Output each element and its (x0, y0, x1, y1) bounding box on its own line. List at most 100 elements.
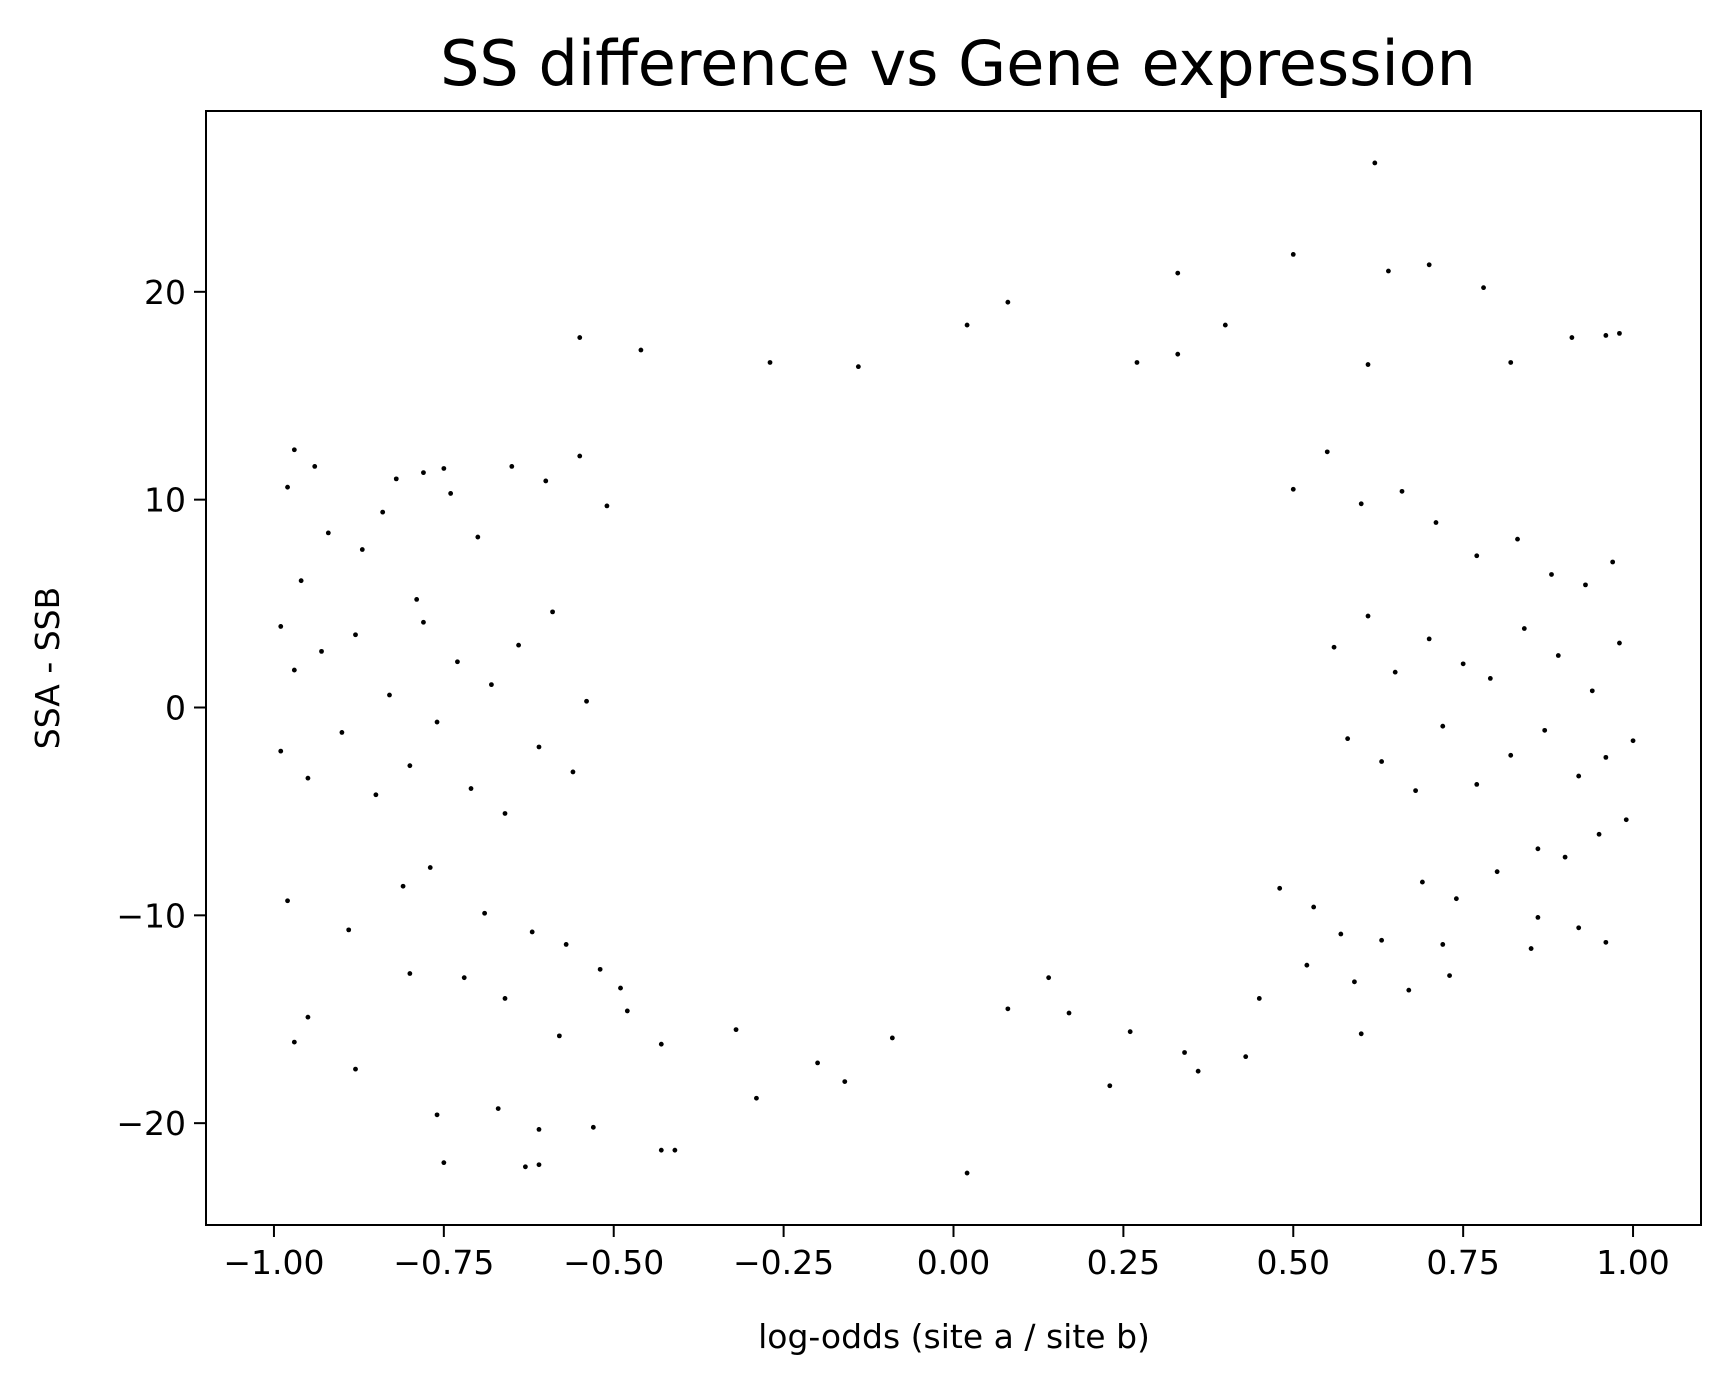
data-point (353, 632, 358, 638)
data-point (624, 1008, 630, 1014)
data-point (509, 464, 515, 469)
data-point (543, 478, 549, 484)
data-point (1426, 262, 1432, 268)
data-point (1134, 360, 1140, 365)
data-point (434, 719, 440, 725)
x-tick-label: 0.50 (1257, 1243, 1330, 1282)
data-point (964, 322, 970, 328)
data-point (1447, 973, 1452, 978)
data-point (319, 648, 324, 654)
data-point (1426, 636, 1432, 642)
data-point (387, 692, 392, 698)
data-point (1005, 299, 1011, 305)
data-point (1379, 759, 1385, 764)
data-point (536, 1127, 542, 1132)
data-point (563, 942, 569, 947)
x-tick-label: −0.50 (563, 1243, 664, 1282)
data-point (1623, 817, 1629, 823)
data-point (1372, 160, 1378, 166)
data-point (1474, 781, 1480, 787)
data-point (1277, 885, 1283, 891)
data-point (1338, 931, 1344, 937)
y-tick-label: 0 (165, 688, 186, 727)
data-point (1195, 1068, 1201, 1074)
data-point (1379, 937, 1385, 943)
data-point (570, 769, 576, 775)
data-point (1358, 1031, 1364, 1037)
data-point (461, 975, 467, 981)
data-point (597, 966, 603, 972)
data-point (380, 509, 386, 515)
data-point (489, 682, 494, 688)
data-point (536, 1162, 542, 1168)
data-point (1324, 449, 1330, 455)
data-point (733, 1027, 739, 1033)
data-point (1508, 752, 1514, 758)
data-point (1175, 270, 1181, 276)
data-point (1583, 582, 1588, 588)
data-point (1460, 661, 1466, 667)
data-point (889, 1035, 895, 1041)
data-point (1481, 285, 1486, 291)
data-point (1549, 572, 1554, 577)
data-point (373, 792, 379, 798)
data-point (1508, 360, 1514, 365)
data-point (475, 534, 481, 540)
data-point (516, 642, 521, 648)
data-point (1610, 559, 1616, 565)
data-point (658, 1147, 664, 1153)
data-point (1311, 904, 1317, 910)
data-point (312, 464, 318, 469)
data-point (584, 698, 589, 704)
data-point (1406, 987, 1412, 993)
data-point (353, 1066, 358, 1072)
data-point (1413, 788, 1418, 794)
data-point (278, 748, 284, 754)
data-point (1352, 979, 1357, 985)
data-point (638, 347, 644, 353)
data-point (1440, 942, 1446, 947)
x-tick-label: 1.00 (1596, 1243, 1669, 1282)
data-point (1243, 1054, 1249, 1060)
data-point (1569, 335, 1575, 340)
y-axis-label: SSA - SSB (28, 587, 67, 750)
data-point (291, 667, 297, 673)
x-tick-label: −0.25 (733, 1243, 834, 1282)
data-point (855, 364, 861, 370)
data-point (536, 744, 542, 750)
data-point (400, 883, 406, 889)
data-point (577, 335, 583, 340)
data-point (522, 1164, 528, 1170)
data-point (495, 1106, 501, 1112)
data-point (1066, 1010, 1072, 1016)
data-point (1256, 996, 1262, 1001)
x-tick-label: −1.00 (223, 1243, 324, 1282)
y-axis: −20 −10 0 10 20 (116, 273, 206, 1143)
data-point (1589, 688, 1595, 694)
data-point (482, 910, 488, 916)
data-point (1290, 252, 1296, 257)
data-point (285, 898, 290, 904)
data-point (964, 1170, 970, 1176)
data-point (1555, 653, 1561, 658)
data-point (427, 865, 433, 870)
data-point (407, 971, 413, 976)
chart-title: SS difference vs Gene expression (440, 27, 1476, 100)
data-point (1562, 854, 1568, 860)
data-point (1107, 1083, 1113, 1089)
data-point (359, 547, 365, 552)
data-point (414, 597, 420, 602)
data-point (1474, 553, 1480, 559)
data-point (556, 1033, 562, 1039)
data-point (298, 578, 304, 584)
data-point (1521, 626, 1527, 631)
x-tick-label: −0.75 (393, 1243, 494, 1282)
data-point (421, 470, 426, 476)
data-point (441, 466, 447, 471)
data-point (421, 619, 426, 625)
data-point (1365, 613, 1371, 619)
data-point (407, 763, 413, 769)
data-point (325, 530, 331, 536)
